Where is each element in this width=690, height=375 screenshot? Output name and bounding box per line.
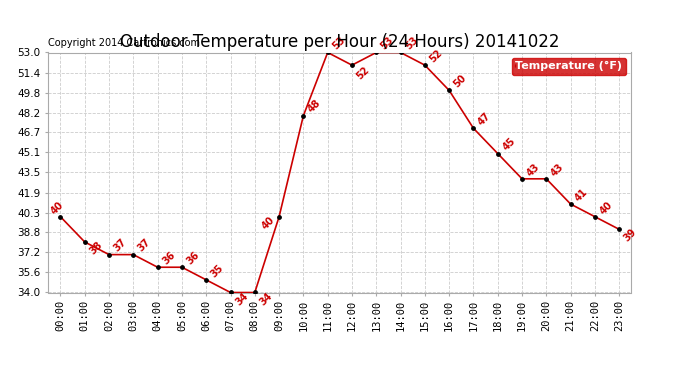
Text: 40: 40 [259,214,276,231]
Text: 52: 52 [428,48,444,64]
Point [371,50,382,55]
Point [420,62,431,68]
Text: 53: 53 [404,35,420,52]
Text: 36: 36 [185,250,201,267]
Text: 48: 48 [306,98,323,115]
Legend: Temperature (°F): Temperature (°F) [512,58,626,75]
Point [444,87,455,93]
Text: Copyright 2014 Cartronics.com: Copyright 2014 Cartronics.com [48,38,200,48]
Point [346,62,357,68]
Text: 37: 37 [112,237,128,254]
Point [128,252,139,258]
Text: 40: 40 [50,200,66,216]
Point [613,226,624,232]
Text: 53: 53 [379,35,395,52]
Point [517,176,528,182]
Text: 37: 37 [136,237,152,254]
Point [541,176,552,182]
Text: 38: 38 [88,240,104,256]
Point [395,50,406,55]
Text: 47: 47 [476,111,493,128]
Point [79,239,90,245]
Point [322,50,333,55]
Point [273,214,284,220]
Text: 52: 52 [355,64,371,81]
Text: 50: 50 [452,73,469,90]
Point [468,125,479,131]
Point [152,264,163,270]
Text: 43: 43 [549,161,566,178]
Point [201,277,212,283]
Text: 34: 34 [233,290,250,307]
Text: 41: 41 [573,187,590,203]
Text: 34: 34 [257,290,274,307]
Point [104,252,115,258]
Text: 35: 35 [209,262,226,279]
Point [225,290,236,296]
Text: 40: 40 [598,200,614,216]
Point [249,290,260,296]
Point [177,264,188,270]
Text: 43: 43 [525,161,542,178]
Text: 45: 45 [500,136,517,153]
Text: 36: 36 [160,250,177,267]
Title: Outdoor Temperature per Hour (24 Hours) 20141022: Outdoor Temperature per Hour (24 Hours) … [120,33,560,51]
Text: 53: 53 [331,35,347,52]
Point [298,112,309,118]
Point [565,201,576,207]
Text: 39: 39 [622,227,639,244]
Point [55,214,66,220]
Point [492,150,503,156]
Point [589,214,600,220]
